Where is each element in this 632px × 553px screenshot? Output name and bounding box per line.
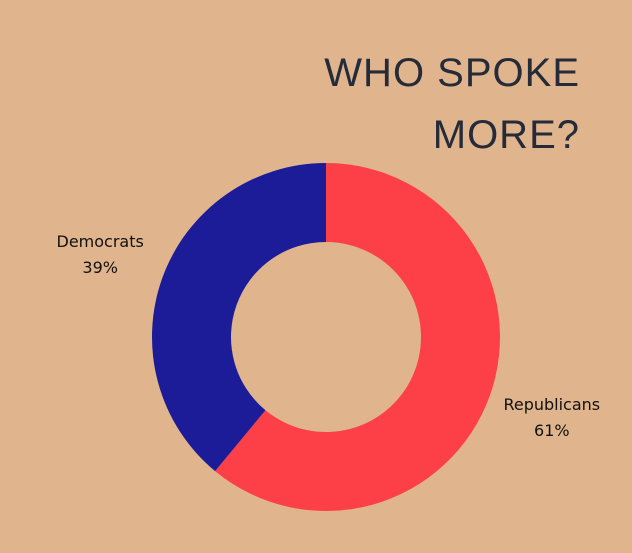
slice-label: Republicans <box>503 395 600 414</box>
donut-slice <box>152 163 326 472</box>
slice-value-label: 39% <box>82 258 118 277</box>
donut-slice <box>215 163 500 511</box>
slice-value-label: 61% <box>534 421 570 440</box>
chart-title: WHO SPOKE MORE? <box>324 51 580 157</box>
slice-label: Democrats <box>57 232 144 251</box>
